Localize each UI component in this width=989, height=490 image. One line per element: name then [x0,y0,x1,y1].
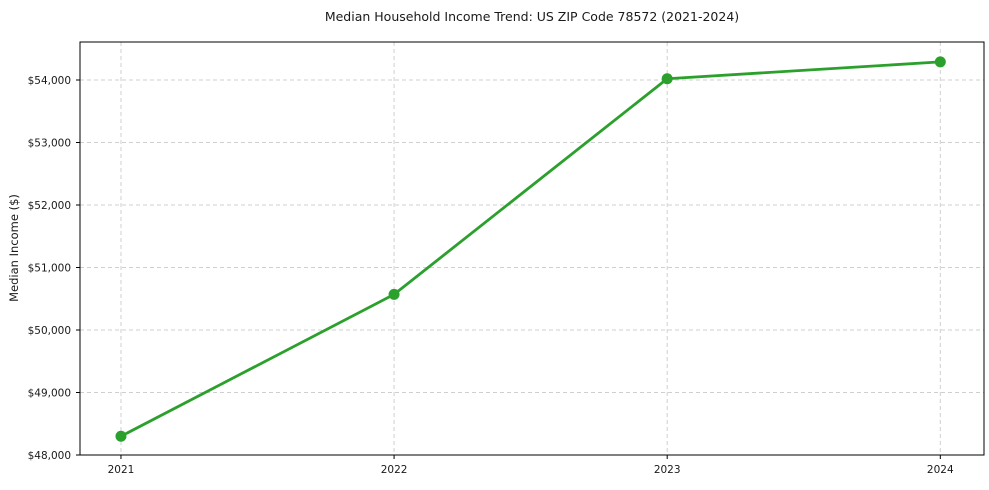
y-tick-label: $53,000 [28,138,71,150]
y-tick-label: $54,000 [28,75,71,87]
y-tick-label: $49,000 [28,388,71,400]
trend-line [119,60,942,438]
y-tick-label: $51,000 [28,263,71,275]
data-point [934,56,946,68]
x-tick-label: 2024 [927,464,954,476]
y-tick-label: $50,000 [28,325,71,337]
x-tick-label: 2021 [108,464,135,476]
y-tick-label: $52,000 [28,200,71,212]
x-tick-label: 2022 [381,464,408,476]
data-point [661,73,673,85]
y-tick-label: $48,000 [28,450,71,462]
data-point [388,288,400,300]
x-tick-label: 2023 [654,464,681,476]
plot-border [79,41,985,456]
data-point [115,430,127,442]
chart-title: Median Household Income Trend: US ZIP Co… [324,9,740,24]
